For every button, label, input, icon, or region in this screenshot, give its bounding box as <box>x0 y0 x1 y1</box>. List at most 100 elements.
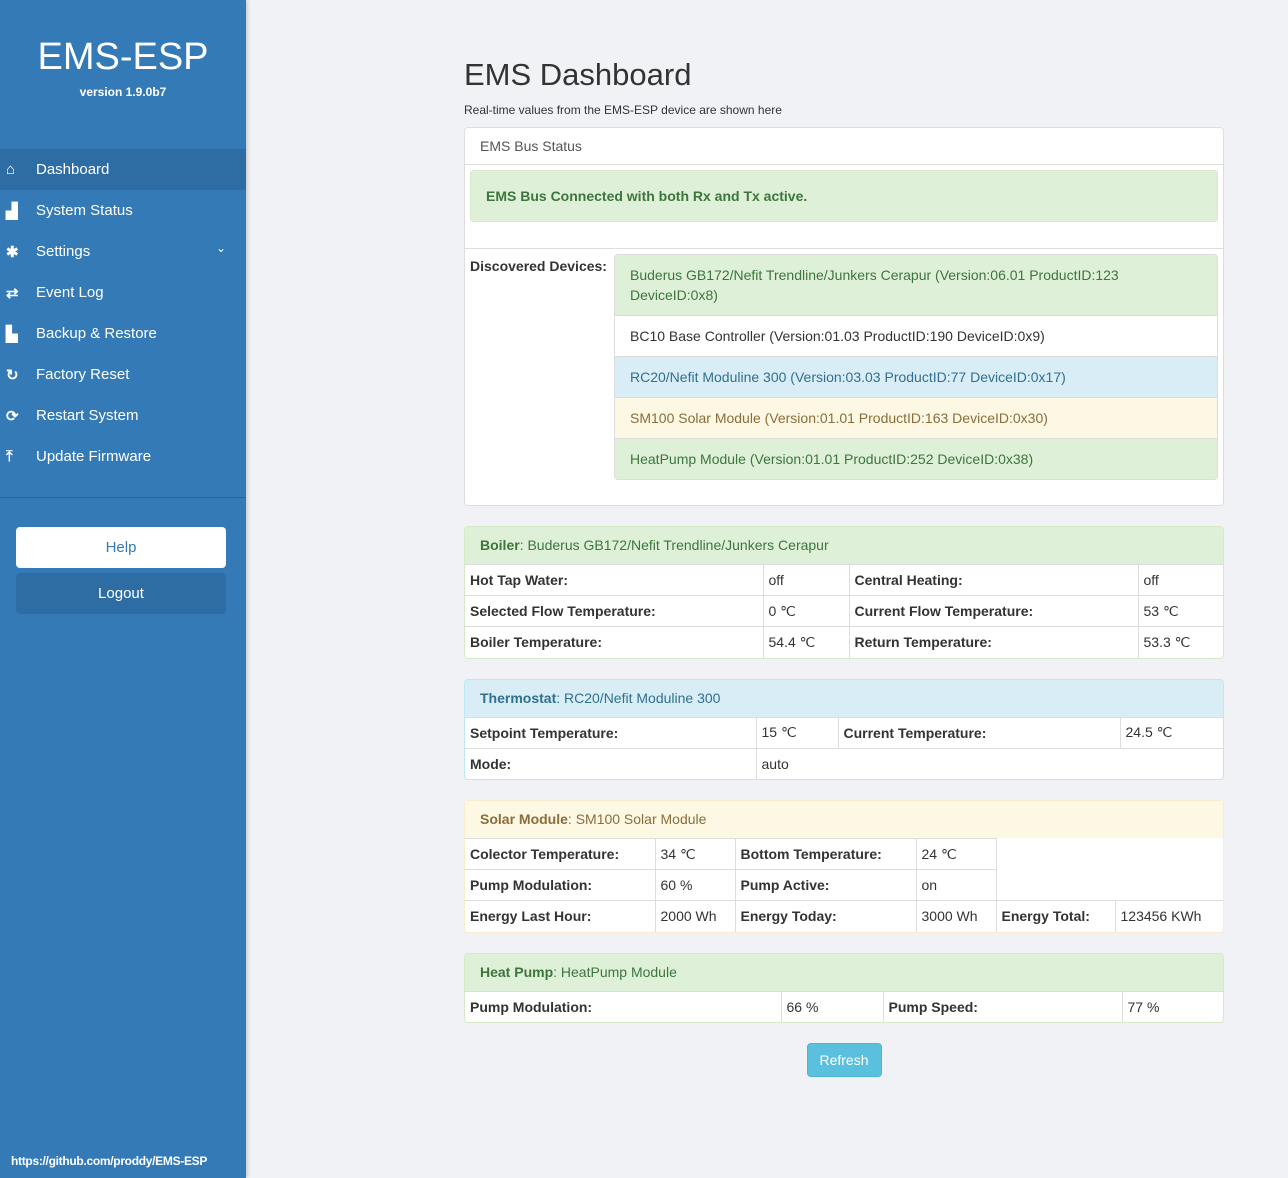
field-label: Setpoint Temperature: <box>465 716 757 748</box>
table-row: Colector Temperature: 34 ℃ Bottom Temperat… <box>465 838 1223 870</box>
field-value: 60 % <box>655 869 736 901</box>
device-list: Buderus GB172/Nefit Trendline/Junkers Ce… <box>614 254 1218 480</box>
sidebar: EMS-ESP version 1.9.0b7 ⌂ Dashboard ▟ Syste… <box>0 0 246 1178</box>
exchange-icon: ⇄ <box>6 284 19 302</box>
heatpump-name: HeatPump Module <box>560 963 677 980</box>
empty-cell <box>996 839 1223 870</box>
divider <box>0 497 246 498</box>
table-row: Pump Modulation: 60 % Pump Active: on <box>465 869 1223 901</box>
field-value: 34 ℃ <box>655 838 736 870</box>
sidebar-item-label: Dashboard <box>36 161 110 178</box>
boiler-label: Boiler <box>480 537 520 553</box>
sidebar-item-settings[interactable]: ✱ Settings ⌄ <box>0 231 246 272</box>
brand-title: EMS-ESP <box>37 36 209 78</box>
field-label: Pump Modulation: <box>465 990 782 1022</box>
table-row: Mode: auto <box>465 747 1223 779</box>
sidebar-item-label: Settings <box>36 243 91 260</box>
sidebar-item-restart-system[interactable]: ⟳ Restart System <box>0 395 246 436</box>
field-label: Boiler Temperature: <box>465 626 764 658</box>
table-row: Hot Tap Water: off Central Heating: off <box>465 564 1223 596</box>
upload-icon: ⤒ <box>6 448 13 465</box>
field-value: 53 ℃ <box>1138 595 1223 627</box>
thermostat-heading: Thermostat: RC20/Nefit Moduline 300 <box>465 679 1223 717</box>
sidebar-item-label: Backup & Restore <box>36 325 157 342</box>
field-label: Selected Flow Temperature: <box>465 595 764 627</box>
sidebar-item-system-status[interactable]: ▟ System Status <box>0 190 246 231</box>
field-label: Pump Speed: <box>883 990 1123 1022</box>
sidebar-item-factory-reset[interactable]: ↻ Factory Reset <box>0 354 246 395</box>
heatpump-panel: Heat Pump: HeatPump Module Pump Modulatio… <box>464 952 1224 1023</box>
help-button[interactable]: Help <box>16 527 226 568</box>
sidebar-item-label: Event Log <box>36 284 104 301</box>
sidebar-item-backup-restore[interactable]: ▙ Backup & Restore <box>0 313 246 354</box>
device-item[interactable]: BC10 Base Controller (Version:01.03 Prod… <box>615 316 1217 357</box>
field-label: Colector Temperature: <box>465 838 656 870</box>
field-value: 15 ℃ <box>756 716 839 748</box>
save-icon: ▙ <box>6 325 18 343</box>
field-label: Return Temperature: <box>849 626 1139 658</box>
sidebar-item-update-firmware[interactable]: ⤒ Update Firmware <box>0 436 246 477</box>
field-value: 66 % <box>781 990 884 1022</box>
heatpump-heading: Heat Pump: HeatPump Module <box>465 953 1223 991</box>
solar-label: Solar Module <box>480 811 568 827</box>
field-value: 123456 KWh <box>1115 900 1223 932</box>
field-label: Current Temperature: <box>838 716 1121 748</box>
device-item[interactable]: HeatPump Module (Version:01.01 ProductID… <box>615 439 1217 479</box>
field-label: Bottom Temperature: <box>735 838 917 870</box>
sidebar-item-event-log[interactable]: ⇄ Event Log <box>0 272 246 313</box>
refresh-icon: ⟳ <box>6 407 19 425</box>
chevron-down-icon: ⌄ <box>215 241 226 255</box>
table-row: Selected Flow Temperature: 0 ℃ Current Flo… <box>465 595 1223 627</box>
solar-name: SM100 Solar Module <box>575 811 707 827</box>
field-value: auto <box>756 747 1223 779</box>
boiler-table: Hot Tap Water: off Central Heating: off Sele… <box>465 564 1223 658</box>
github-link[interactable]: https://github.com/proddy/EMS-ESP <box>11 1154 208 1168</box>
field-label: Hot Tap Water: <box>465 564 764 596</box>
refresh-button[interactable]: Refresh <box>806 1043 882 1077</box>
sidebar-item-label: Factory Reset <box>36 366 130 383</box>
solar-heading: Solar Module: SM100 Solar Module <box>465 801 1223 838</box>
logout-button[interactable]: Logout <box>16 573 226 614</box>
field-label: Energy Last Hour: <box>465 900 656 932</box>
sidebar-item-dashboard[interactable]: ⌂ Dashboard <box>0 149 246 190</box>
field-value: 24 ℃ <box>916 838 997 870</box>
field-value: 54.4 ℃ <box>763 626 850 658</box>
sidebar-item-label: Update Firmware <box>36 448 152 465</box>
device-item[interactable]: RC20/Nefit Moduline 300 (Version:03.03 P… <box>615 357 1217 398</box>
devices-label: Discovered Devices: <box>470 258 607 274</box>
page-title: EMS Dashboard <box>464 57 692 92</box>
field-label: Central Heating: <box>849 564 1139 596</box>
field-value: 77 % <box>1122 990 1223 1022</box>
rotate-icon: ↻ <box>6 366 19 384</box>
field-value: off <box>763 564 850 596</box>
version: version 1.9.0b7 <box>79 85 167 99</box>
thermostat-table: Setpoint Temperature: 15 ℃ Current Tempera… <box>465 716 1223 779</box>
home-icon: ⌂ <box>6 161 16 178</box>
field-value: on <box>916 869 997 901</box>
field-value: 3000 Wh <box>916 900 997 932</box>
solar-table: Colector Temperature: 34 ℃ Bottom Temperat… <box>465 838 1223 932</box>
page-subtitle: Real-time values from the EMS-ESP device… <box>464 103 782 117</box>
table-row: Energy Last Hour: 2000 Wh Energy Today: 300… <box>465 900 1223 932</box>
thermostat-panel: Thermostat: RC20/Nefit Moduline 300 Setpo… <box>464 678 1224 780</box>
field-label: Energy Total: <box>996 900 1116 932</box>
field-value: 24.5 ℃ <box>1120 716 1223 748</box>
thermostat-name: RC20/Nefit Moduline 300 <box>564 689 721 706</box>
bus-status-alert: EMS Bus Connected with both Rx and Tx ac… <box>470 170 1218 222</box>
field-label: Current Flow Temperature: <box>849 595 1139 627</box>
main-content: EMS Dashboard Real-time values from the … <box>464 0 1224 1077</box>
device-item[interactable]: SM100 Solar Module (Version:01.01 Produc… <box>615 398 1217 439</box>
field-label: Pump Active: <box>735 869 917 901</box>
empty-cell <box>996 870 1223 901</box>
field-label: Pump Modulation: <box>465 869 656 901</box>
heatpump-label: Heat Pump <box>480 963 554 980</box>
sidebar-item-label: Restart System <box>36 407 139 424</box>
field-value: off <box>1138 564 1223 596</box>
thermostat-label: Thermostat <box>480 689 557 706</box>
bus-status-panel: EMS Bus Status EMS Bus Connected with bo… <box>464 127 1224 506</box>
boiler-name: Buderus GB172/Nefit Trendline/Junkers Ce… <box>527 537 829 553</box>
bus-status-heading: EMS Bus Status <box>465 128 1223 165</box>
table-row: Pump Modulation: 66 % Pump Speed: 77 % <box>465 990 1223 1022</box>
field-label: Mode: <box>465 747 757 779</box>
device-item[interactable]: Buderus GB172/Nefit Trendline/Junkers Ce… <box>615 255 1217 316</box>
